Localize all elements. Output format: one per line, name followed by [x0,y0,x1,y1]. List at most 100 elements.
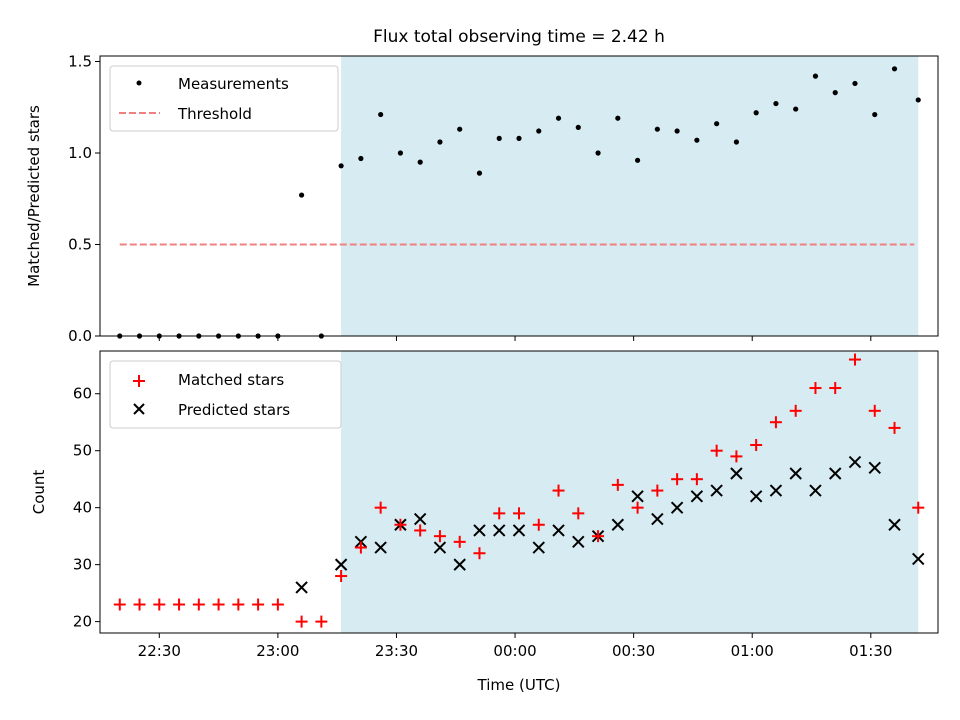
top-plot-frame [99,55,939,337]
predicted-point [433,541,447,554]
bottom-panel: 20 30 40 50 60 22:30 23:00 23:30 00:00 00:30 01:0… [30,350,939,694]
measurement-point [417,159,423,165]
top-legend-box [109,65,339,132]
legend-matched-label: Matched stars [178,371,284,389]
predicted-point [453,558,466,571]
measurement-point [496,135,502,141]
matched-point [730,450,743,463]
matched-point [133,598,146,611]
measurement-point [891,66,898,72]
matched-point [315,615,328,628]
measurement-point [872,111,878,118]
predicted-point [631,490,644,503]
measurement-point [852,80,858,87]
matched-point [453,535,466,548]
bottom-x-axis: 22:30 23:00 23:30 00:00 00:30 01:00 01:30 [138,633,892,660]
predicted-point [809,484,822,497]
y-tick-label: 40 [73,499,92,517]
matched-point [513,507,525,520]
top-measurement-points [117,66,921,339]
predicted-point [848,455,862,469]
top-x-axis [158,336,872,341]
measurement-point [575,124,581,130]
measurement-point [338,163,344,169]
x-tick-label: 01:30 [849,642,892,660]
measurement-point [753,110,759,116]
top-highlight-span [341,56,919,336]
measurement-point [358,155,364,162]
measurement-point [694,137,700,143]
bottom-y-axis: 20 30 40 50 60 [73,385,100,631]
top-panel: Flux total observing time = 2.42 h 0.0 0.… [25,27,939,345]
matched-point [651,484,664,497]
measurement-point [634,157,641,163]
measurement-point [812,73,819,79]
matched-point [354,541,367,554]
predicted-point [334,558,348,571]
matched-point [631,501,644,514]
matched-point [192,598,205,611]
top-legend: Measurements Threshold [109,65,339,132]
measurement-point [832,90,838,96]
predicted-point [670,501,684,514]
matched-point [414,524,427,537]
predicted-point [552,524,565,537]
matched-point [394,518,407,531]
legend-measurements-marker [136,80,142,86]
top-y-axis-label: Matched/Predicted stars [25,105,43,287]
x-tick-label: 00:30 [612,642,655,660]
legend-threshold-label: Threshold [177,105,252,123]
x-tick-label: 23:30 [375,642,418,660]
matched-point [888,421,901,434]
legend-predicted-label: Predicted stars [178,401,290,419]
measurement-point [595,150,601,156]
measurement-point [378,111,384,118]
legend-measurements-label: Measurements [178,75,289,93]
predicted-point [493,524,506,537]
matched-point [212,598,225,611]
matched-point [611,478,624,491]
matched-point [572,507,585,520]
predicted-point [690,490,704,503]
matched-point [809,382,822,395]
matched-point [848,353,861,366]
x-tick-label: 01:00 [731,642,774,660]
measurement-point [915,97,921,103]
predicted-point [295,581,308,594]
x-tick-label: 23:00 [256,642,299,660]
matched-point [750,439,763,451]
predicted-point [829,467,842,480]
predicted-point [912,552,925,566]
y-tick-label: 0.0 [68,327,92,345]
measurement-point [298,192,305,198]
matched-point [829,382,842,395]
matched-point [592,530,605,543]
y-tick-label: 1.0 [68,144,92,162]
matched-point [153,598,166,611]
predicted-point [651,512,664,526]
measurement-point [674,128,680,134]
measurement-point [457,126,463,132]
measurement-point [437,139,443,145]
predicted-point [512,524,526,537]
predicted-point [749,490,763,503]
y-tick-label: 20 [73,613,92,631]
x-tick-label: 22:30 [138,642,181,660]
y-tick-label: 30 [73,556,92,574]
measurement-point [615,115,621,121]
predicted-point [730,467,743,480]
predicted-point [572,535,585,549]
measurement-point [793,106,799,112]
measurement-point [476,170,483,176]
matched-point [789,404,802,417]
y-tick-label: 50 [73,442,92,460]
matched-point [532,518,545,531]
top-chart-title: Flux total observing time = 2.42 h [373,27,665,47]
matched-point [473,547,486,560]
matched-point [335,570,348,583]
bottom-x-axis-label: Time (UTC) [477,676,561,694]
y-tick-label: 0.5 [68,235,92,253]
legend-matched-marker [133,375,145,387]
measurement-point [773,100,779,107]
